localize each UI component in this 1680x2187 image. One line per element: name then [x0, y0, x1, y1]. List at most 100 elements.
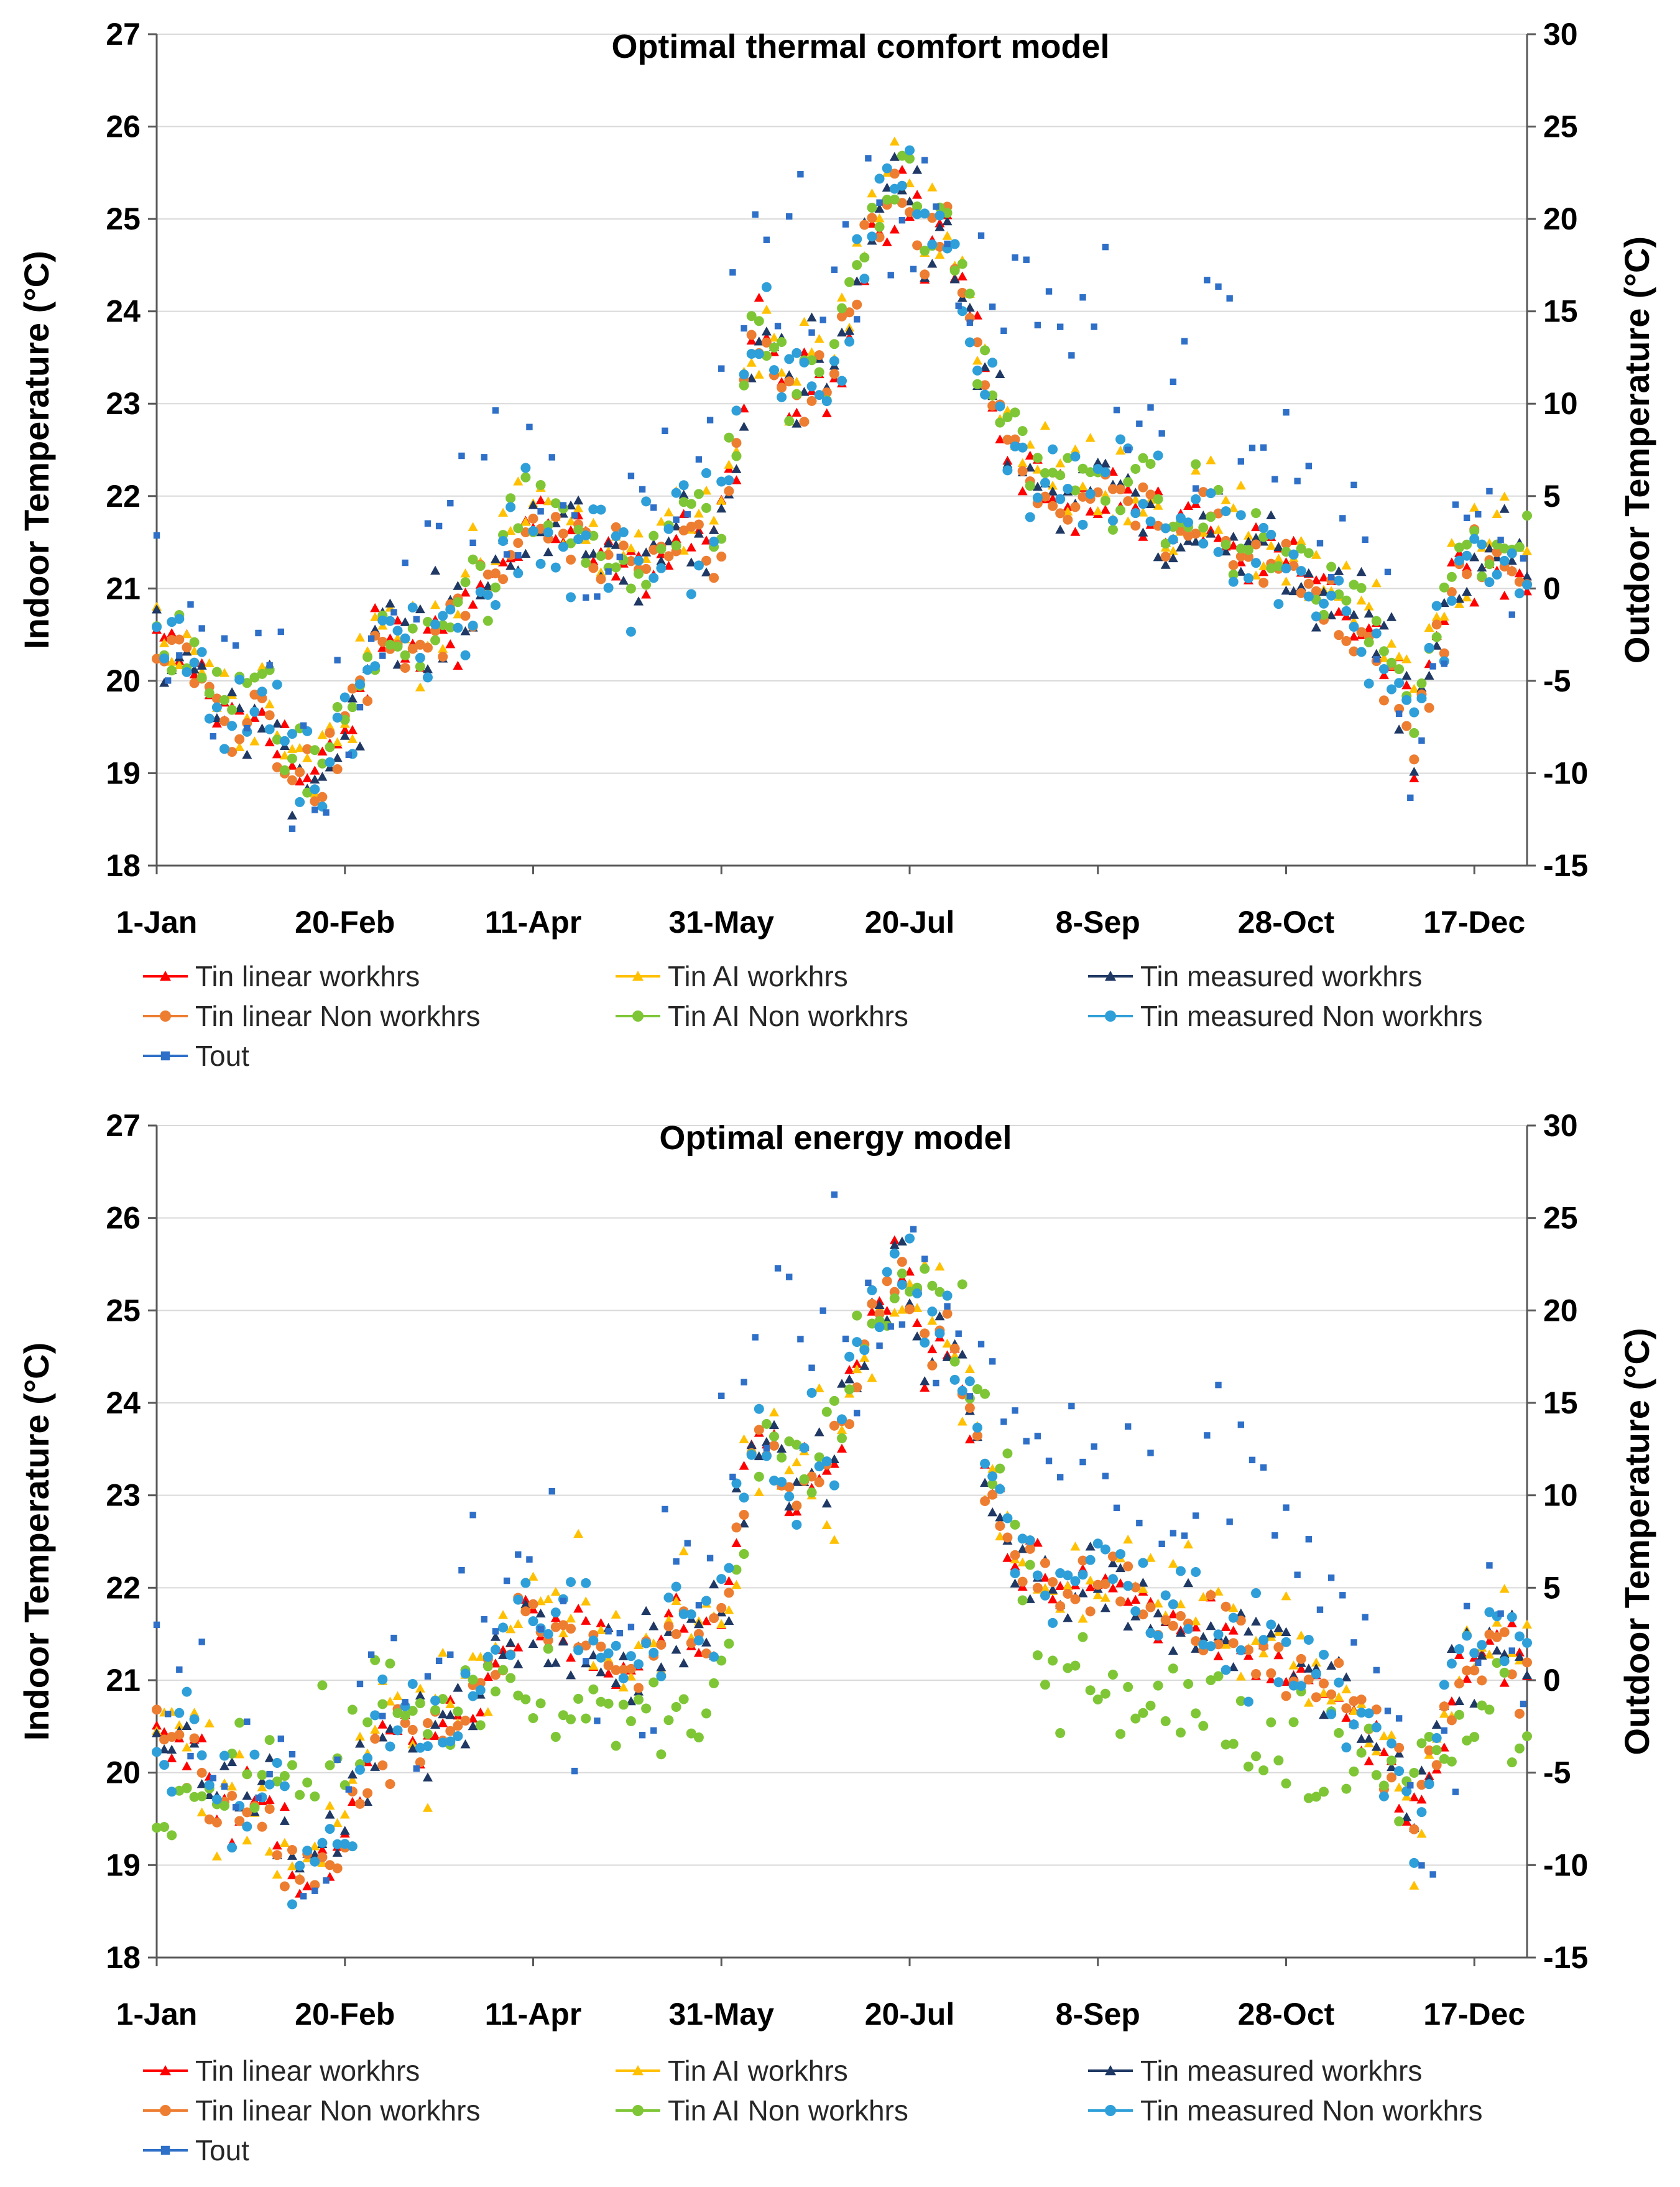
- data-point: [1251, 1635, 1262, 1645]
- data-point: [596, 1652, 606, 1663]
- tout-point: [1079, 294, 1086, 301]
- legend-marker: [160, 2105, 171, 2116]
- data-point: [528, 500, 538, 509]
- data-point: [1025, 440, 1035, 449]
- data-point: [678, 1546, 689, 1556]
- data-point: [1235, 551, 1246, 562]
- data-point: [625, 1716, 636, 1726]
- data-point: [1446, 557, 1457, 566]
- data-point: [204, 1718, 215, 1727]
- data-point: [385, 1724, 395, 1733]
- data-point: [422, 624, 433, 634]
- legend-item: Tin linear Non workhrs: [143, 1000, 480, 1032]
- legend-item: Tin linear workhrs: [143, 2055, 420, 2087]
- data-point: [777, 392, 787, 402]
- data-point: [339, 1810, 350, 1819]
- data-point: [663, 1627, 674, 1636]
- data-point: [566, 1652, 576, 1662]
- data-point: [889, 183, 900, 194]
- data-point: [761, 351, 772, 361]
- tout-point: [1362, 1614, 1368, 1621]
- data-point: [754, 1471, 764, 1482]
- data-point: [1070, 444, 1081, 454]
- data-point: [912, 201, 923, 211]
- data-point: [920, 1328, 930, 1339]
- data-point: [332, 1847, 343, 1857]
- data-point: [1326, 1660, 1337, 1670]
- data-point: [716, 503, 727, 513]
- data-point: [1273, 1650, 1284, 1660]
- data-point: [995, 417, 1005, 428]
- data-point: [1100, 1544, 1110, 1555]
- tout-point: [1407, 794, 1414, 802]
- data-point: [581, 1578, 591, 1588]
- data-point: [693, 560, 704, 571]
- data-point: [671, 1581, 681, 1592]
- data-point: [859, 220, 870, 230]
- data-point: [731, 1538, 742, 1547]
- legend-label: Tin AI Non workhrs: [668, 2094, 908, 2127]
- data-point: [859, 274, 870, 284]
- data-point: [543, 496, 553, 506]
- legend-label: Tin AI workhrs: [668, 2055, 848, 2087]
- data-marks: [152, 136, 1532, 832]
- data-point: [453, 1721, 463, 1731]
- tout-point: [1373, 1667, 1380, 1674]
- data-point: [1266, 1674, 1276, 1683]
- data-point: [543, 1594, 553, 1604]
- chart-panel-2: 18192021222324252627-15-10-5051015202530…: [17, 1108, 1656, 2166]
- data-point: [295, 767, 305, 777]
- data-point: [1145, 1602, 1156, 1612]
- tout-point: [1056, 1474, 1064, 1481]
- data-point: [942, 231, 953, 240]
- data-point: [490, 1658, 501, 1668]
- legend-marker: [1105, 2065, 1116, 2076]
- data-point: [302, 752, 313, 762]
- data-point: [325, 721, 335, 731]
- data-point: [370, 1734, 381, 1744]
- data-point: [671, 521, 681, 530]
- data-point: [852, 1359, 862, 1368]
- data-point: [566, 1714, 576, 1724]
- data-point: [362, 1796, 373, 1806]
- data-point: [1303, 1634, 1314, 1645]
- data-point: [1326, 1689, 1337, 1699]
- data-point: [678, 1658, 689, 1668]
- data-point: [1462, 550, 1472, 561]
- data-point: [1130, 463, 1141, 474]
- tout-point: [345, 1786, 353, 1793]
- data-point: [347, 702, 358, 713]
- data-point: [325, 757, 335, 767]
- tout-point: [1012, 1407, 1018, 1414]
- data-point: [1183, 1624, 1194, 1634]
- data-point: [219, 1761, 229, 1770]
- data-point: [1484, 1649, 1495, 1659]
- data-point: [709, 1652, 719, 1662]
- data-point: [535, 1608, 546, 1618]
- data-point: [1424, 670, 1434, 680]
- data-point: [1311, 594, 1321, 605]
- data-point: [1349, 609, 1359, 619]
- data-point: [490, 582, 501, 593]
- data-point: [821, 1520, 832, 1529]
- data-point: [317, 729, 328, 739]
- data-point: [686, 542, 696, 552]
- data-point: [964, 1434, 975, 1444]
- data-point: [1048, 501, 1058, 511]
- data-point: [211, 718, 222, 728]
- data-point: [1115, 1596, 1126, 1607]
- tout-point: [627, 1624, 635, 1630]
- data-point: [287, 1851, 297, 1860]
- data-point: [701, 1708, 712, 1719]
- data-point: [438, 652, 448, 662]
- data-point: [821, 1466, 832, 1475]
- data-point: [964, 1376, 975, 1387]
- data-point: [942, 216, 953, 226]
- y-tick-label: 18: [106, 1940, 141, 1975]
- data-point: [625, 1671, 636, 1681]
- data-point: [935, 210, 945, 221]
- data-point: [1168, 1558, 1178, 1568]
- data-point: [558, 1710, 568, 1721]
- data-point: [1281, 539, 1291, 549]
- data-point: [949, 1356, 960, 1367]
